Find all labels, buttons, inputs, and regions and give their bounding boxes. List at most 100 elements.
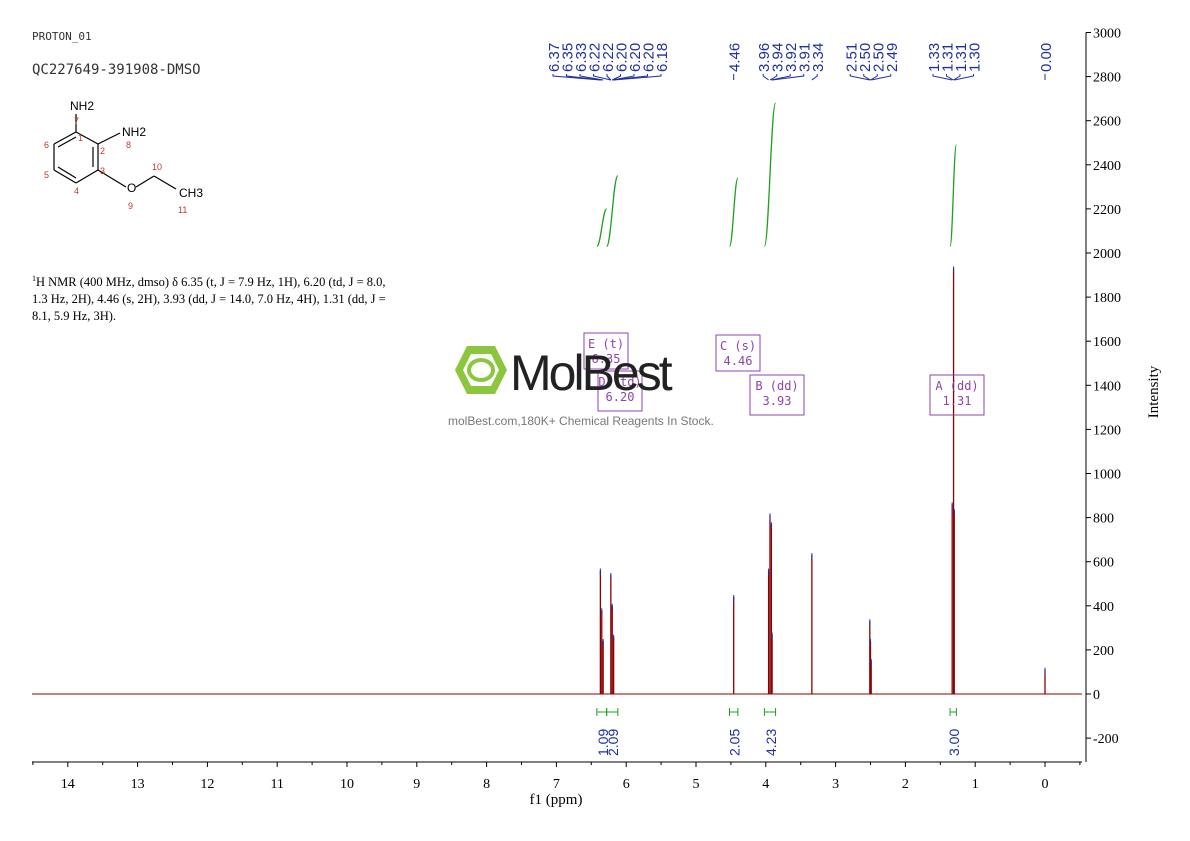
amine-group-label: NH2 <box>70 99 94 113</box>
multiplet-box <box>583 332 629 370</box>
x-tick-label: 7 <box>553 777 560 792</box>
integral-curve <box>763 102 777 248</box>
integral-curve <box>606 175 619 248</box>
y-tick-label: 2800 <box>1093 71 1121 86</box>
atom-number: 8 <box>126 140 131 150</box>
y-tick-label: 800 <box>1093 512 1114 527</box>
peak-label: 3.34 <box>810 43 827 72</box>
y-tick-label: 0 <box>1093 688 1100 703</box>
peak-label: 2.49 <box>884 43 901 72</box>
x-tick-label: 5 <box>693 777 700 792</box>
y-tick-label: 2400 <box>1093 159 1121 174</box>
peak-label-leader <box>771 74 791 81</box>
x-tick-label: 8 <box>483 777 490 792</box>
multiplet-box <box>597 370 643 412</box>
y-tick-label: 2600 <box>1093 115 1121 130</box>
nmr-summary-text: 1H NMR (400 MHz, dmso) δ 6.35 (t, J = 7.… <box>32 270 392 325</box>
peak-label-leader <box>612 74 635 81</box>
watermark: MolBest molBest.com,180K+ Chemical Reage… <box>448 340 748 440</box>
multiplet-label: E (t) <box>588 337 624 351</box>
nmr-summary-body: H NMR (400 MHz, dmso) δ 6.35 (t, J = 7.9… <box>32 275 386 324</box>
multiplet-label: C (s) <box>720 339 756 353</box>
x-tick-label: 2 <box>902 777 909 792</box>
peak-label-leader <box>606 74 612 81</box>
multiplet-shift: 6.35 <box>592 352 621 366</box>
atom-number: 11 <box>178 205 187 215</box>
peak-label: 1.30 <box>966 43 983 72</box>
peak-label: 2.50 <box>857 43 874 72</box>
peak-label: 0.00 <box>1038 43 1055 72</box>
peak-label: 6.20 <box>627 43 644 72</box>
peak-label-leader <box>953 74 961 81</box>
peak-label-leader <box>552 74 601 81</box>
watermark-brand: MolBest <box>510 345 673 401</box>
peak-label: 1.33 <box>926 43 943 72</box>
multiplet-shift: 6.20 <box>606 390 635 404</box>
peak-label: 6.20 <box>641 43 658 72</box>
multiplet-box <box>929 374 985 416</box>
y-tick-label: 3000 <box>1093 27 1121 42</box>
peak-label: 3.96 <box>756 43 773 72</box>
x-tick-label: 10 <box>340 777 354 792</box>
multiplet-shift: 3.93 <box>763 394 792 408</box>
peak-label-leader <box>932 74 953 81</box>
x-tick-label: 4 <box>762 777 769 792</box>
x-tick-label: 6 <box>623 777 630 792</box>
hexagon-logo-icon <box>455 346 507 394</box>
atom-number: 1 <box>78 133 83 143</box>
y-tick-label: 1200 <box>1093 423 1121 438</box>
multiplet-box <box>715 334 761 372</box>
atom-number: 10 <box>152 162 162 172</box>
integral-curve <box>596 208 608 248</box>
x-tick-label: 9 <box>413 777 420 792</box>
y-tick-label: 2200 <box>1093 203 1121 218</box>
integral-value: 4.23 <box>763 729 779 756</box>
peak-label-leader <box>772 74 805 81</box>
y-tick-label: 2000 <box>1093 247 1121 262</box>
x-axis-label: f1 (ppm) <box>530 792 583 808</box>
x-tick-label: 0 <box>1042 777 1049 792</box>
atom-number: 5 <box>44 170 49 180</box>
peak-label-leader <box>566 74 602 81</box>
peak-label-leader <box>579 74 604 81</box>
peak-label-leader <box>849 74 870 81</box>
peak-label: 1.31 <box>953 43 970 72</box>
y-axis-label: Intensity <box>1146 365 1162 418</box>
y-tick-label: -200 <box>1093 732 1119 747</box>
integral-value: 3.00 <box>946 729 962 756</box>
sample-label: QC227649-391908-DMSO <box>32 62 201 78</box>
peak-label-leader <box>593 74 611 81</box>
peak-label-leader <box>945 74 954 81</box>
integral-value: 2.05 <box>727 729 743 756</box>
peak-label: 3.92 <box>783 43 800 72</box>
methyl-group-label: CH3 <box>179 186 203 200</box>
peak-label-leader <box>612 74 622 81</box>
peak-label-leader <box>613 74 662 81</box>
multiplet-label: B (dd) <box>755 379 798 393</box>
peak-label: 6.22 <box>600 43 617 72</box>
peak-label-leader <box>769 74 778 81</box>
multiplet-box <box>749 374 805 416</box>
peak-label: 6.33 <box>573 43 590 72</box>
peak-label-leader <box>762 74 769 81</box>
y-tick-label: 400 <box>1093 600 1114 615</box>
peak-label: 4.46 <box>727 43 744 72</box>
x-tick-label: 11 <box>270 777 283 792</box>
y-tick-label: 1800 <box>1093 291 1121 306</box>
amine-group-label: NH2 <box>122 125 146 139</box>
y-tick-label: 1400 <box>1093 379 1121 394</box>
peak-label: 2.51 <box>843 43 860 72</box>
peak-label-leader <box>811 74 818 81</box>
y-tick-label: 200 <box>1093 644 1114 659</box>
x-tick-label: 14 <box>61 777 75 792</box>
x-tick-label: 3 <box>832 777 839 792</box>
peak-label: 6.18 <box>654 43 671 72</box>
integral-value: 2.09 <box>605 729 621 756</box>
peak-label-leader <box>870 74 878 81</box>
y-tick-label: 1000 <box>1093 468 1121 483</box>
spectrum-plot-area: 14 13 12 11 10 9 8 7 6 5 4 3 2 1 0-2000200400600800100… <box>32 27 1121 792</box>
multiplet-label: D (td) <box>598 375 641 389</box>
atom-number: 4 <box>74 186 79 196</box>
y-tick-label: 1600 <box>1093 335 1121 350</box>
atom-number: 9 <box>128 201 133 211</box>
